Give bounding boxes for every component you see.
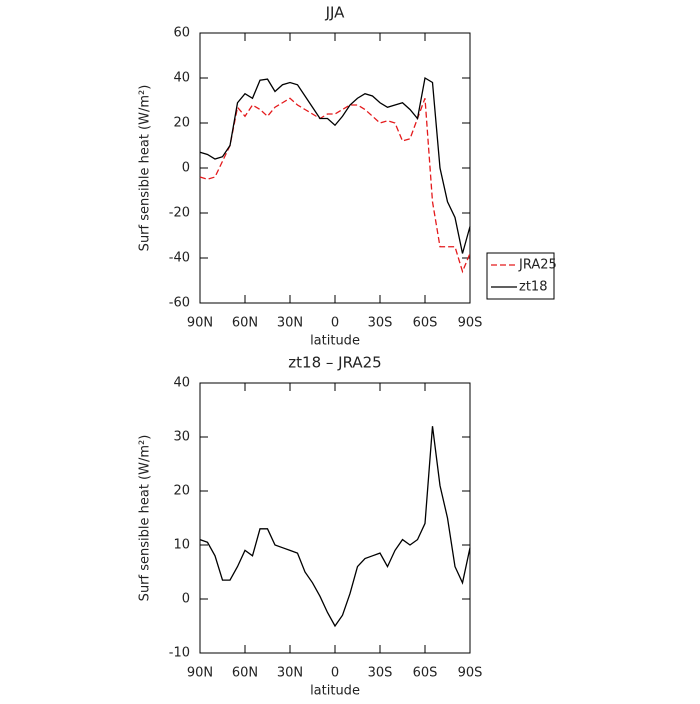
legend-label: zt18 xyxy=(519,280,547,295)
x-tick-label: 60S xyxy=(413,666,438,681)
y-axis-label: Surf sensible heat (W/m²) xyxy=(138,85,153,252)
y-axis-label: Surf sensible heat (W/m²) xyxy=(138,435,153,602)
y-tick-label: 30 xyxy=(173,430,190,445)
x-tick-label: 90S xyxy=(458,666,483,681)
series-line xyxy=(199,97,471,274)
x-tick-label: 30N xyxy=(277,316,303,331)
x-axis-label: latitude xyxy=(310,684,360,699)
y-tick-label: 60 xyxy=(173,26,190,41)
y-tick-label: 20 xyxy=(173,484,190,499)
x-tick-label: 30S xyxy=(368,316,393,331)
x-tick-label: 0 xyxy=(331,666,339,681)
x-tick-label: 0 xyxy=(331,316,339,331)
y-tick-label: 0 xyxy=(182,592,190,607)
x-axis-label: latitude xyxy=(310,334,360,349)
x-tick-label: 60N xyxy=(232,666,258,681)
y-tick-label: 40 xyxy=(173,376,190,391)
y-tick-label: 0 xyxy=(182,161,190,176)
plot-frame xyxy=(199,382,471,654)
x-tick-label: 60S xyxy=(413,316,438,331)
x-tick-label: 30N xyxy=(277,666,303,681)
y-tick-label: -40 xyxy=(169,251,190,266)
x-tick-label: 90S xyxy=(458,316,483,331)
y-tick-label: 40 xyxy=(173,71,190,86)
x-tick-label: 90N xyxy=(187,666,213,681)
y-tick-label: -60 xyxy=(169,296,190,311)
x-tick-label: 30S xyxy=(368,666,393,681)
y-tick-label: 20 xyxy=(173,116,190,131)
chart-title: JJA xyxy=(325,4,346,22)
series-line xyxy=(199,76,471,254)
x-tick-label: 60N xyxy=(232,316,258,331)
y-tick-label: 10 xyxy=(173,538,190,553)
x-tick-label: 90N xyxy=(187,316,213,331)
series-line xyxy=(199,426,471,628)
legend-label: JRA25 xyxy=(518,258,557,273)
y-tick-label: -20 xyxy=(169,206,190,221)
legend-box xyxy=(486,252,555,300)
chart-title: zt18 – JRA25 xyxy=(288,354,381,372)
y-tick-label: -10 xyxy=(169,646,190,661)
